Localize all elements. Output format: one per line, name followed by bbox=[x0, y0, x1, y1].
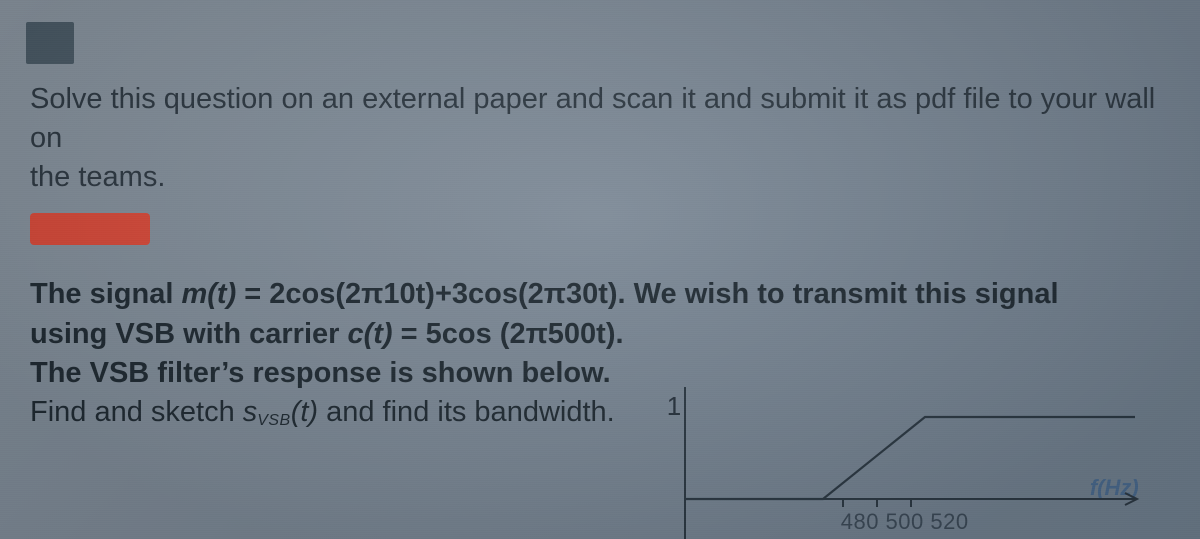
eq1: = 2cos(2π10t)+3cos(2π30t). We wish to tr… bbox=[236, 278, 1058, 310]
txt2: and find its bandwidth. bbox=[318, 396, 615, 428]
c-of-t: c(t) bbox=[347, 318, 392, 350]
instruction-line-1: Solve this question on an external paper… bbox=[30, 83, 1155, 154]
question-number-bg bbox=[26, 22, 74, 64]
instruction-block: Solve this question on an external paper… bbox=[30, 80, 1170, 197]
svsb-tail: (t) bbox=[291, 396, 318, 428]
vsb-filter-graph: 1 480 500 520 f(Hz) bbox=[625, 387, 1145, 539]
problem-body: The signal m(t) = 2cos(2π10t)+3cos(2π30t… bbox=[30, 275, 1170, 539]
body-line-1: The signal m(t) = 2cos(2π10t)+3cos(2π30t… bbox=[30, 275, 1170, 314]
graph-svg bbox=[625, 387, 1145, 539]
redacted-name bbox=[30, 213, 150, 245]
instruction-line-2: the teams. bbox=[30, 161, 165, 193]
eq2: = 5cos (2π500t). bbox=[393, 318, 624, 350]
filter-curve bbox=[685, 417, 1135, 499]
m-of-t: m(t) bbox=[181, 278, 236, 310]
svsb-s: s bbox=[243, 396, 258, 428]
txt: The signal bbox=[30, 278, 181, 310]
txt: using VSB with carrier bbox=[30, 318, 347, 350]
body-line-2: using VSB with carrier c(t) = 5cos (2π50… bbox=[30, 315, 1170, 354]
txt: Find and sketch bbox=[30, 396, 243, 428]
svsb-sub: VSB bbox=[257, 412, 290, 429]
body-line-4: Find and sketch sVSB(t) and find its ban… bbox=[30, 393, 615, 432]
